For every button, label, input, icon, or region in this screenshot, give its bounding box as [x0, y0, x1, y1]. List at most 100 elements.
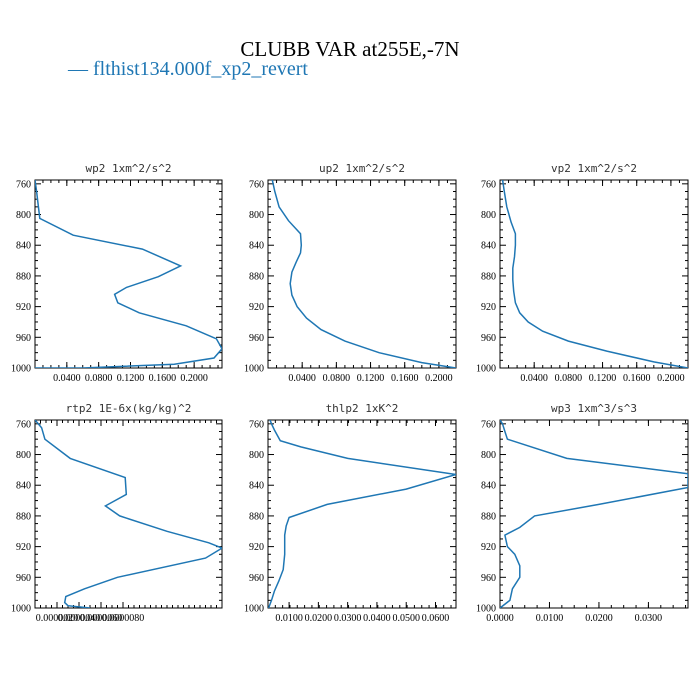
- y-tick-label: 920: [249, 542, 264, 553]
- y-tick-label: 760: [249, 179, 264, 190]
- x-tick-label: 0.1600: [391, 373, 419, 384]
- y-tick-label: 760: [16, 179, 31, 190]
- y-tick-label: 1000: [476, 604, 496, 615]
- subplot-title: wp2 1xm^2/s^2: [85, 162, 171, 175]
- y-tick-label: 840: [481, 241, 496, 252]
- x-tick-label: 0.1200: [357, 373, 385, 384]
- series-line: [35, 420, 222, 608]
- y-tick-label: 840: [249, 481, 264, 492]
- x-tick-label: 0.0400: [288, 373, 316, 384]
- x-tick-label: 0.2000: [657, 373, 685, 384]
- series-line: [501, 180, 688, 368]
- x-tick-label: 0.0400: [53, 373, 81, 384]
- y-tick-label: 1000: [244, 604, 264, 615]
- y-tick-label: 960: [16, 573, 31, 584]
- x-tick-label: 0.0000080: [102, 613, 145, 624]
- y-tick-label: 960: [249, 573, 264, 584]
- series-line: [500, 420, 688, 608]
- subplot-title: vp2 1xm^2/s^2: [551, 162, 637, 175]
- subplot-title: rtp2 1E-6x(kg/kg)^2: [66, 402, 192, 415]
- legend-line-marker: —: [68, 58, 88, 80]
- x-tick-label: 0.0600: [422, 613, 450, 624]
- plot-frame: [34, 179, 223, 369]
- y-tick-label: 880: [249, 271, 264, 282]
- series-line: [271, 180, 456, 368]
- x-tick-label: 0.0200: [585, 613, 613, 624]
- y-tick-label: 800: [481, 210, 496, 221]
- x-tick-label: 0.0000040: [58, 613, 101, 624]
- x-tick-label: 0.0800: [323, 373, 351, 384]
- y-tick-label: 800: [481, 450, 496, 461]
- plot-frame: [267, 179, 457, 369]
- y-tick-label: 920: [481, 302, 496, 313]
- x-tick-label: 0.0400: [363, 613, 391, 624]
- x-tick-label: 0.0800: [555, 373, 583, 384]
- y-tick-label: 800: [16, 210, 31, 221]
- subplot-3: vp2 1xm^2/s^2 760 800 840 880 920 960 1000 0.040…: [476, 162, 689, 384]
- y-tick-label: 760: [481, 179, 496, 190]
- subplot-title: thlp2 1xK^2: [326, 402, 399, 415]
- x-tick-label: 0.2000: [180, 373, 208, 384]
- x-tick-label: 0.1600: [149, 373, 177, 384]
- y-tick-label: 920: [249, 302, 264, 313]
- x-tick-label: 0.0300: [334, 613, 362, 624]
- x-tick-label: 0.0800: [85, 373, 113, 384]
- x-tick-label: 0.0000: [486, 613, 514, 624]
- y-tick-label: 960: [481, 573, 496, 584]
- legend-label: flthist134.000f_xp2_revert: [93, 58, 308, 80]
- y-tick-label: 880: [249, 511, 264, 522]
- y-tick-label: 880: [481, 271, 496, 282]
- y-tick-label: 920: [16, 302, 31, 313]
- x-tick-label: 0.0100: [536, 613, 564, 624]
- y-tick-label: 1000: [11, 364, 31, 375]
- y-tick-label: 760: [16, 419, 31, 430]
- x-tick-label: 0.0500: [392, 613, 420, 624]
- series-line: [35, 180, 222, 368]
- subplot-6: wp3 1xm^3/s^3 760 800 840 880 920 960 10000.000…: [476, 402, 689, 624]
- y-tick-label: 800: [16, 450, 31, 461]
- y-tick-label: 960: [16, 333, 31, 344]
- y-tick-label: 760: [249, 419, 264, 430]
- legend: — flthist134.000f_xp2_revert: [68, 58, 308, 81]
- y-tick-label: 840: [481, 481, 496, 492]
- y-tick-label: 840: [249, 241, 264, 252]
- y-tick-label: 840: [16, 481, 31, 492]
- x-tick-label: 0.0300: [635, 613, 663, 624]
- x-tick-label: 0.0000060: [80, 613, 123, 624]
- plot-frame: [499, 179, 689, 369]
- y-tick-label: 840: [16, 241, 31, 252]
- y-tick-label: 920: [16, 542, 31, 553]
- x-tick-label: 0.0100: [275, 613, 303, 624]
- y-tick-label: 760: [481, 419, 496, 430]
- subplot-title: up2 1xm^2/s^2: [319, 162, 405, 175]
- subplot-1: wp2 1xm^2/s^2 760 800 840 880 920 960 1000 0.040…: [11, 162, 223, 384]
- subplot-4: rtp2 1E-6x(kg/kg)^2 760 800 840 880 920 960 100…: [11, 402, 223, 624]
- x-tick-label: 0.0000020: [36, 613, 79, 624]
- subplot-title: wp3 1xm^3/s^3: [551, 402, 637, 415]
- x-tick-label: 0.0200: [305, 613, 333, 624]
- y-tick-label: 800: [249, 450, 264, 461]
- y-tick-label: 1000: [476, 364, 496, 375]
- y-tick-label: 1000: [244, 364, 264, 375]
- y-tick-label: 800: [249, 210, 264, 221]
- y-tick-label: 880: [481, 511, 496, 522]
- y-tick-label: 880: [16, 271, 31, 282]
- y-tick-label: 960: [481, 333, 496, 344]
- y-tick-label: 880: [16, 511, 31, 522]
- x-tick-label: 0.0400: [520, 373, 548, 384]
- figure-title: CLUBB VAR at255E,-7N: [240, 37, 460, 61]
- plot-frame: [267, 419, 457, 609]
- subplot-2: up2 1xm^2/s^2 760 800 840 880 920 960 1000 0.040…: [244, 162, 457, 384]
- plot-frame: [34, 419, 223, 609]
- x-tick-label: 0.2000: [425, 373, 453, 384]
- y-tick-label: 960: [249, 333, 264, 344]
- plot-frame: [499, 419, 689, 609]
- x-tick-label: 0.1600: [623, 373, 651, 384]
- x-tick-label: 0.1200: [117, 373, 145, 384]
- y-tick-label: 1000: [11, 604, 31, 615]
- y-tick-label: 920: [481, 542, 496, 553]
- series-line: [268, 420, 456, 608]
- x-tick-label: 0.1200: [589, 373, 617, 384]
